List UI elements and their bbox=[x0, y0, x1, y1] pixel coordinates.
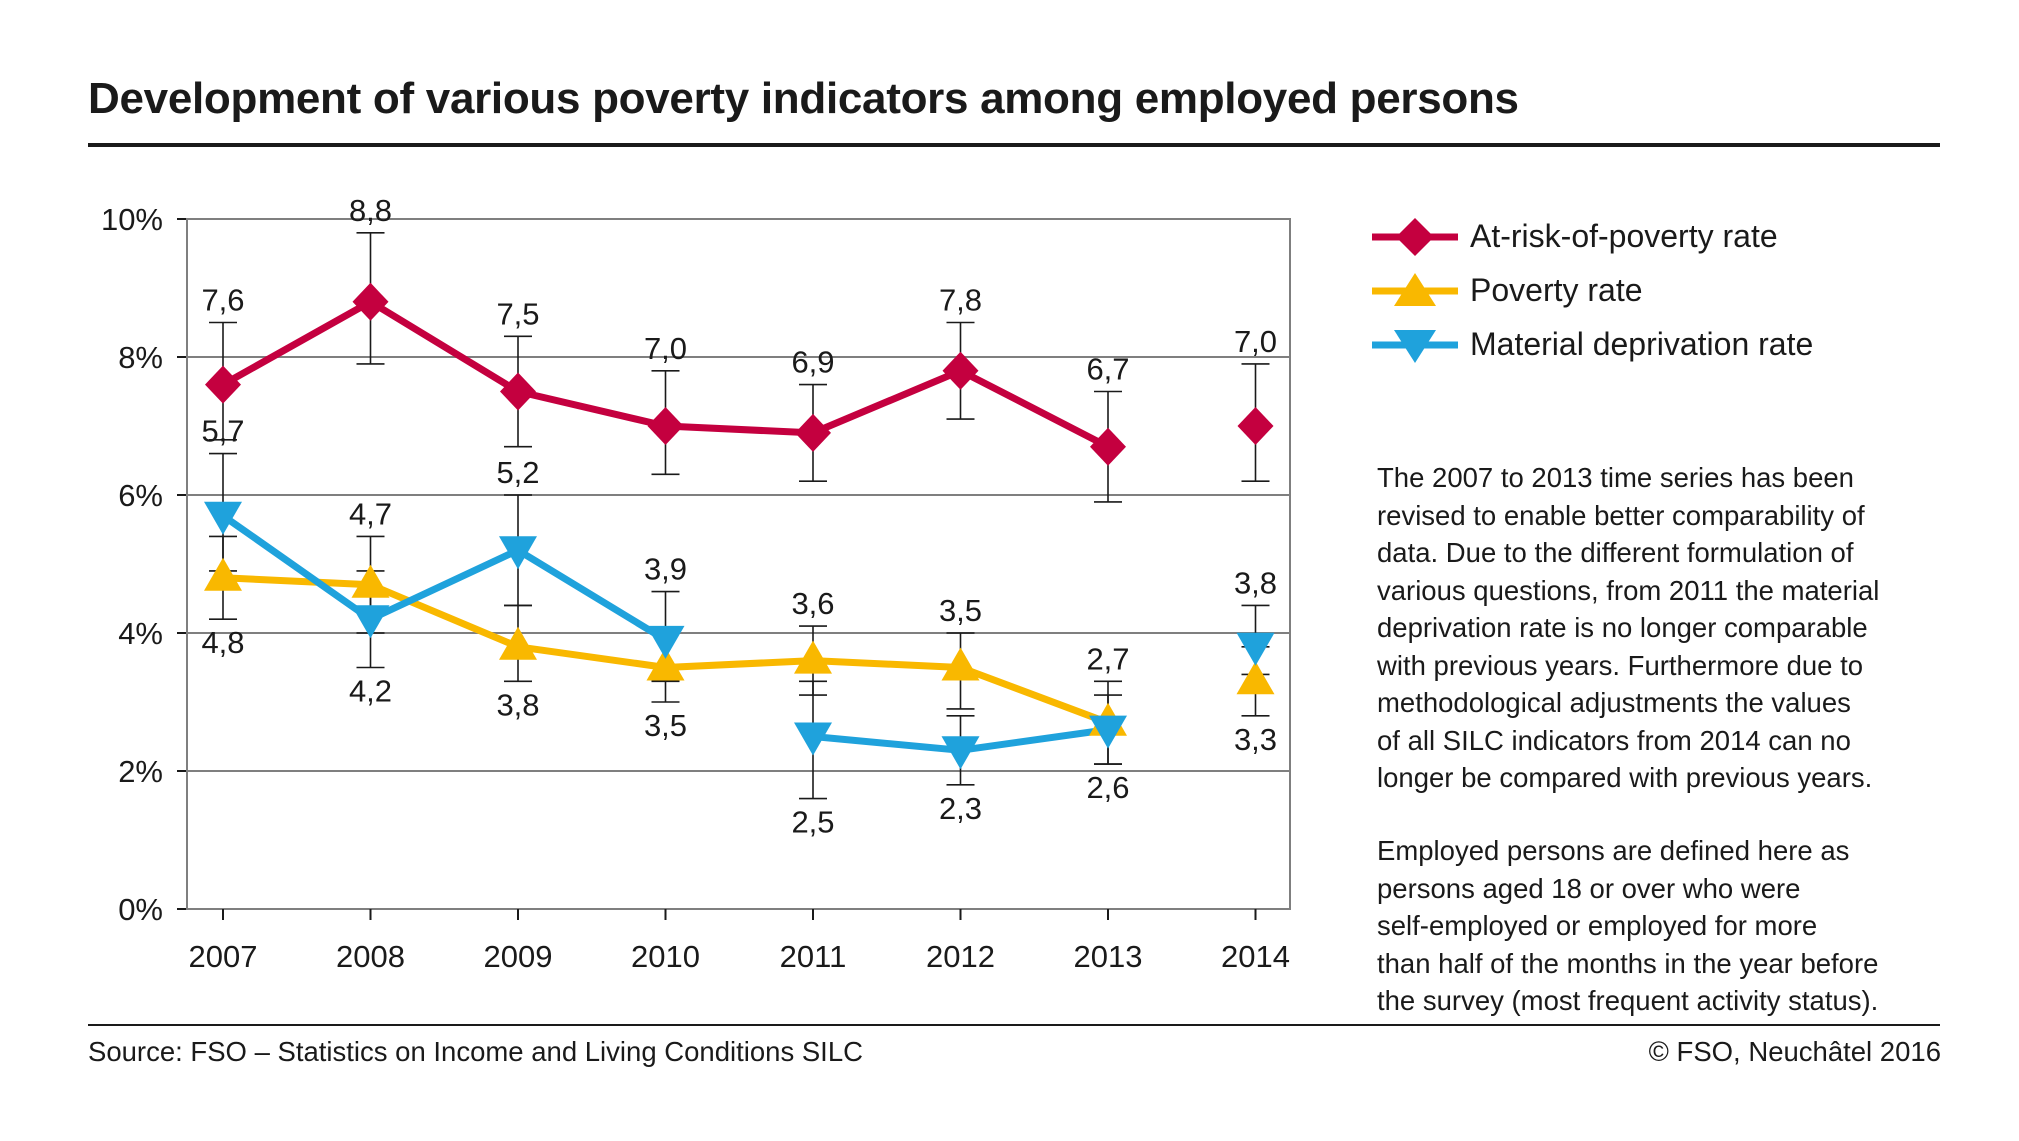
data-label-poverty: 3,6 bbox=[791, 586, 834, 621]
legend-item-deprivation: Material deprivation rate bbox=[1370, 320, 1890, 370]
data-label-poverty: 2,7 bbox=[1086, 641, 1129, 676]
marker-deprivation bbox=[941, 736, 980, 770]
marker-at_risk bbox=[205, 365, 241, 404]
data-label-deprivation: 4,2 bbox=[349, 674, 392, 709]
definition-note: Employed persons are defined here as per… bbox=[1377, 835, 1879, 1016]
source-text: Source: FSO – Statistics on Income and L… bbox=[88, 1036, 863, 1067]
diamond-marker-icon bbox=[1372, 218, 1458, 256]
data-label-at_risk: 6,9 bbox=[791, 345, 834, 380]
marker-at_risk bbox=[795, 413, 831, 452]
marker-poverty bbox=[646, 647, 685, 681]
marker-at_risk bbox=[352, 282, 389, 321]
legend-label-deprivation: Material deprivation rate bbox=[1470, 326, 1814, 362]
marker-deprivation bbox=[646, 625, 685, 659]
marker-at_risk bbox=[942, 351, 979, 390]
y-tick-label: 8% bbox=[118, 340, 163, 375]
data-label-poverty: 3,5 bbox=[939, 593, 982, 628]
triangle-up-marker-icon bbox=[1372, 273, 1458, 306]
legend-item-at-risk: At-risk-of-poverty rate bbox=[1370, 212, 1890, 262]
marker-at_risk bbox=[647, 407, 684, 445]
marker-poverty bbox=[351, 564, 390, 598]
x-tick-label: 2013 bbox=[1074, 939, 1143, 974]
data-label-at_risk: 8,8 bbox=[349, 193, 392, 228]
marker-at_risk bbox=[1090, 427, 1126, 466]
data-label-poverty: 3,3 bbox=[1234, 722, 1277, 757]
footer-rule bbox=[88, 1024, 1940, 1026]
y-tick-label: 2% bbox=[118, 754, 163, 789]
data-label-at_risk: 7,6 bbox=[201, 283, 244, 318]
title-rule bbox=[88, 143, 1940, 147]
data-label-at_risk: 7,5 bbox=[496, 296, 539, 331]
data-labels: 7,6 8,8 7,5 7,0 6,9 7,8 6,7 7,0 4,8 4,7 3,8 3,5 3,6 3… bbox=[201, 193, 1277, 840]
marker-deprivation bbox=[351, 605, 390, 639]
marker-poverty bbox=[941, 647, 980, 681]
data-label-deprivation: 5,7 bbox=[201, 414, 244, 449]
data-label-at_risk: 7,0 bbox=[644, 331, 687, 366]
data-label-poverty: 3,8 bbox=[496, 687, 539, 722]
legend-label-poverty: Poverty rate bbox=[1470, 272, 1643, 308]
plot-frame bbox=[186, 218, 1291, 910]
data-label-deprivation: 2,3 bbox=[939, 791, 982, 826]
data-label-at_risk: 6,7 bbox=[1086, 352, 1129, 387]
data-label-at_risk: 7,0 bbox=[1234, 324, 1277, 359]
chart-title: Development of various poverty indicator… bbox=[88, 74, 1519, 123]
marker-deprivation bbox=[1089, 715, 1127, 749]
data-label-poverty: 4,8 bbox=[201, 625, 244, 660]
data-label-deprivation: 3,8 bbox=[1234, 565, 1277, 600]
marker-poverty bbox=[499, 626, 537, 660]
data-label-poverty: 4,7 bbox=[349, 496, 392, 531]
x-tick-label: 2009 bbox=[484, 939, 553, 974]
marker-deprivation bbox=[204, 501, 242, 535]
y-tick-label: 0% bbox=[118, 892, 163, 927]
series-markers bbox=[204, 282, 1275, 770]
chart-axes: 0% 2% 4% 6% 8% 10% 2007 2008 2009 2010 2011 2012 201… bbox=[101, 202, 1291, 974]
x-tick-label: 2011 bbox=[780, 939, 847, 974]
marker-at_risk bbox=[500, 372, 536, 411]
marker-at_risk bbox=[1237, 407, 1274, 445]
marker-poverty bbox=[204, 557, 242, 591]
x-tick-label: 2014 bbox=[1221, 939, 1290, 974]
data-label-at_risk: 7,8 bbox=[939, 283, 982, 318]
x-tick-label: 2010 bbox=[631, 939, 700, 974]
copyright-text: © FSO, Neuchâtel 2016 bbox=[1648, 1036, 1941, 1067]
methodology-note: The 2007 to 2013 time series has been re… bbox=[1377, 462, 1880, 793]
series-line-deprivation bbox=[220, 512, 668, 643]
legend-item-poverty: Poverty rate bbox=[1370, 266, 1890, 316]
y-tick-label: 6% bbox=[118, 478, 163, 513]
data-label-deprivation: 3,9 bbox=[644, 552, 687, 587]
x-tick-label: 2012 bbox=[926, 939, 995, 974]
triangle-down-marker-icon bbox=[1372, 330, 1458, 363]
y-tick-label: 4% bbox=[118, 616, 163, 651]
x-tick-label: 2007 bbox=[189, 939, 258, 974]
legend-label-at-risk: At-risk-of-poverty rate bbox=[1470, 218, 1778, 254]
marker-deprivation bbox=[1236, 632, 1275, 666]
data-label-deprivation: 2,5 bbox=[791, 805, 834, 840]
data-label-deprivation: 5,2 bbox=[496, 455, 539, 490]
line-chart: 0% 2% 4% 6% 8% 10% 2007 2008 2009 2010 2011 2012 201… bbox=[101, 193, 1291, 974]
marker-poverty bbox=[794, 640, 832, 674]
y-tick-label: 10% bbox=[101, 202, 163, 237]
marker-deprivation bbox=[794, 722, 832, 756]
marker-deprivation bbox=[499, 536, 537, 570]
data-label-poverty: 3,5 bbox=[644, 708, 687, 743]
chart-grid bbox=[187, 356, 1290, 772]
error-bars bbox=[209, 232, 1270, 800]
x-tick-label: 2008 bbox=[336, 939, 405, 974]
data-label-deprivation: 2,6 bbox=[1086, 770, 1129, 805]
marker-poverty bbox=[1236, 661, 1275, 695]
